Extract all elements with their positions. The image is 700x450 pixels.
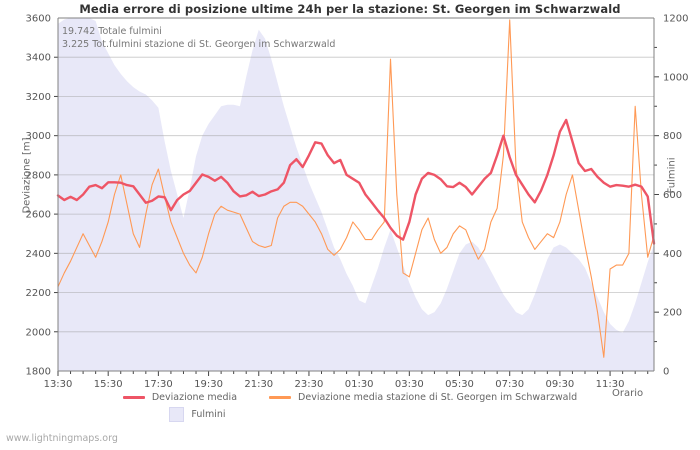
x-axis-title: Orario <box>612 388 644 399</box>
svg-text:05:30: 05:30 <box>445 379 474 390</box>
svg-text:09:30: 09:30 <box>545 379 574 390</box>
svg-text:03:30: 03:30 <box>395 379 424 390</box>
legend-row-primary: Deviazione media Deviazione media stazio… <box>0 392 700 403</box>
svg-text:800: 800 <box>663 131 682 142</box>
legend-item-deviazione-media[interactable]: Deviazione media <box>122 392 238 403</box>
svg-text:19:30: 19:30 <box>194 379 223 390</box>
svg-text:2400: 2400 <box>26 249 51 260</box>
legend-swatch-area-lavender <box>169 407 185 422</box>
legend-item-deviazione-stazione[interactable]: Deviazione media stazione di St. Georgen… <box>269 392 577 403</box>
svg-text:600: 600 <box>663 190 682 201</box>
svg-text:2800: 2800 <box>26 170 51 181</box>
footer-watermark: www.lightningmaps.org <box>6 433 118 444</box>
svg-text:3200: 3200 <box>26 92 51 103</box>
svg-text:3400: 3400 <box>26 53 51 64</box>
legend-label-deviazione-stazione: Deviazione media stazione di St. Georgen… <box>298 392 578 403</box>
y-axis-right-title: Fulmini <box>666 157 678 194</box>
svg-text:3000: 3000 <box>26 131 51 142</box>
svg-text:15:30: 15:30 <box>94 379 123 390</box>
svg-text:1800: 1800 <box>26 367 51 378</box>
svg-text:3600: 3600 <box>26 14 51 25</box>
legend-label-fulmini: Fulmini <box>191 409 226 420</box>
svg-text:1000: 1000 <box>663 72 688 83</box>
y-axis-left-title: Deviazione [m] <box>21 137 33 214</box>
svg-text:01:30: 01:30 <box>345 379 374 390</box>
svg-text:13:30: 13:30 <box>44 379 73 390</box>
svg-text:2600: 2600 <box>26 210 51 221</box>
svg-text:21:30: 21:30 <box>244 379 273 390</box>
svg-text:07:30: 07:30 <box>495 379 524 390</box>
svg-text:200: 200 <box>663 308 682 319</box>
svg-text:23:30: 23:30 <box>295 379 324 390</box>
chart-title: Media errore di posizione ultime 24h per… <box>79 2 621 16</box>
annotation-total-lightning: 19.742 Totale fulmini <box>62 26 162 37</box>
svg-text:17:30: 17:30 <box>144 379 173 390</box>
svg-text:1200: 1200 <box>663 14 688 25</box>
legend-label-deviazione-media: Deviazione media <box>151 392 238 403</box>
legend-swatch-line-orange <box>269 396 292 399</box>
legend-item-fulmini[interactable]: Fulmini <box>169 407 226 422</box>
annotation-station-lightning: 3.225 Tot.fulmini stazione di St. George… <box>62 39 336 50</box>
legend-row-secondary: Fulmini <box>0 407 700 422</box>
svg-text:0: 0 <box>663 367 669 378</box>
svg-text:2000: 2000 <box>26 327 51 338</box>
svg-text:400: 400 <box>663 249 682 260</box>
chart-legend: Deviazione media Deviazione media stazio… <box>0 392 700 422</box>
legend-swatch-line-red <box>122 396 145 399</box>
svg-text:2200: 2200 <box>26 288 51 299</box>
svg-text:11:30: 11:30 <box>596 379 625 390</box>
